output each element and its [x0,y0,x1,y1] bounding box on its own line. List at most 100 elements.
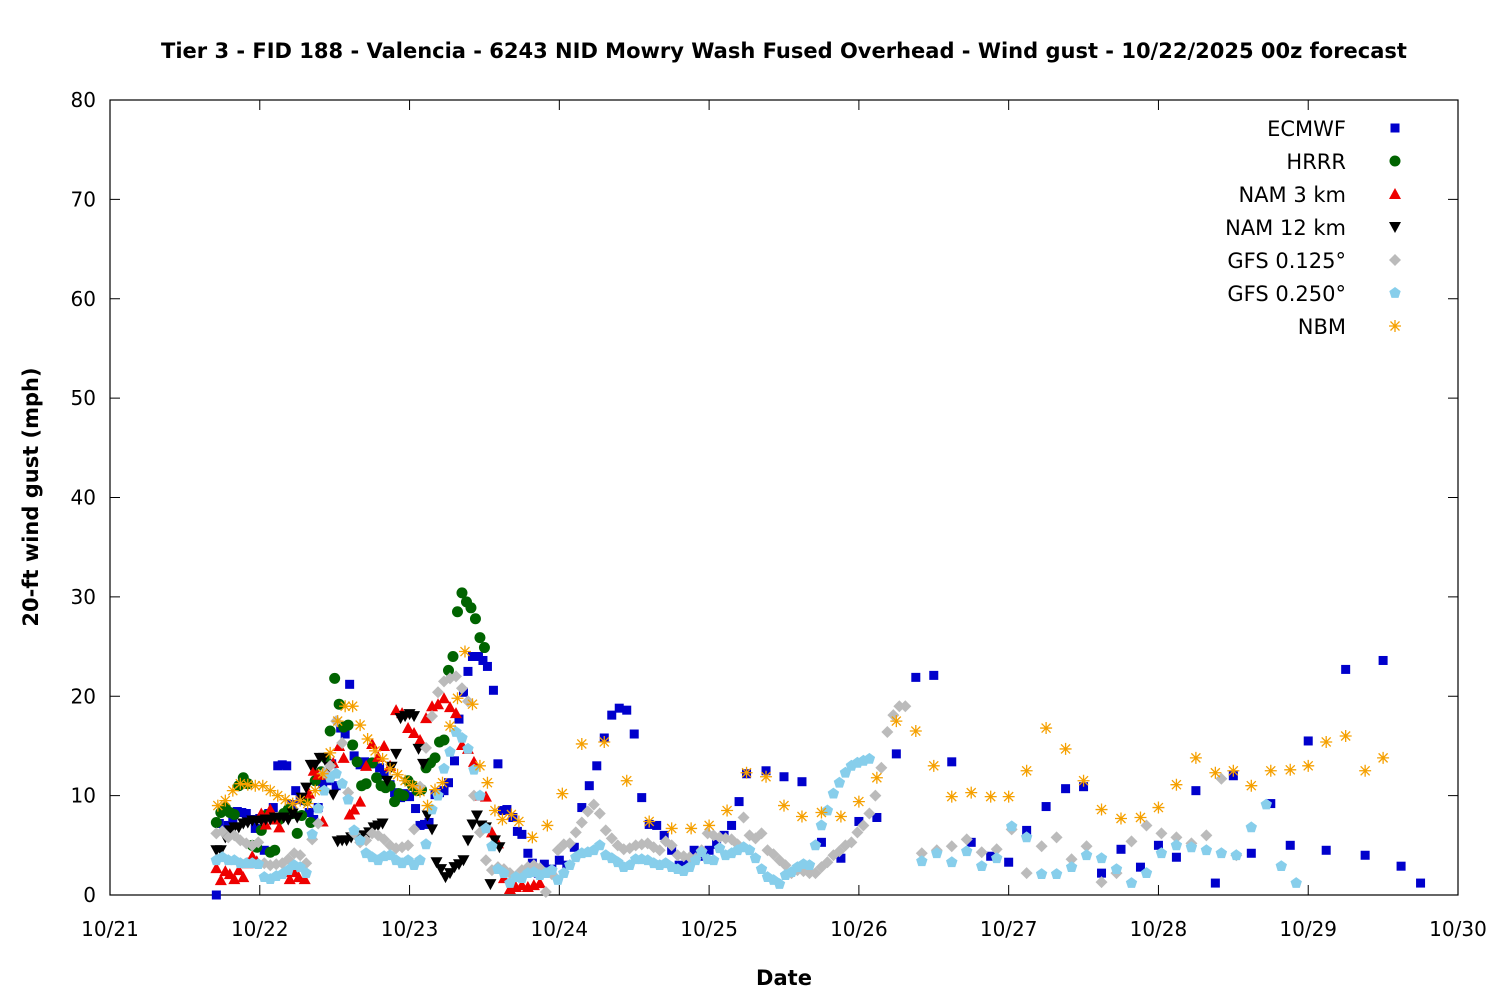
series-nbm [211,645,1390,844]
data-point-nam-3-km [378,739,391,751]
data-point-gfs-0-125 [857,819,870,832]
data-point-ecmwf [523,848,533,858]
data-point-ecmwf [569,842,579,852]
data-point-nbm [1320,735,1333,748]
data-point-gfs-0-125 [426,710,439,723]
data-point-hrrr [451,606,463,618]
data-point-gfs-0-250 [931,847,943,859]
data-point-gfs-0-250 [946,856,958,868]
data-point-nam-12-km [435,864,448,876]
legend-marker-ecmwf [1390,123,1400,133]
data-point-nbm [219,794,232,807]
data-point-nbm [346,700,359,713]
data-point-nbm [421,799,434,812]
data-point-nam-12-km [291,812,304,824]
data-point-gfs-0-125 [945,840,958,853]
data-point-ecmwf [607,710,617,720]
data-point-nam-3-km [408,727,421,739]
data-point-hrrr [347,739,359,751]
data-point-gfs-0-250 [809,839,822,851]
data-point-ecmwf [682,856,692,866]
data-point-nbm [740,766,753,779]
data-point-nbm [1227,764,1240,777]
data-point-ecmwf [340,729,350,739]
data-point-gfs-0-125 [312,817,325,830]
data-point-nam-3-km [402,722,415,734]
data-point-gfs-0-250 [833,776,846,788]
data-point-hrrr [442,664,454,676]
data-point-ecmwf [659,830,669,840]
legend-label-nam-12-km: NAM 12 km [1225,216,1346,240]
data-point-nbm [1134,811,1147,824]
data-point-gfs-0-250 [426,803,438,815]
data-point-ecmwf [375,763,385,773]
data-point-gfs-0-125 [1140,819,1153,832]
data-point-gfs-0-125 [1020,867,1033,880]
data-point-ecmwf [734,797,744,807]
data-point-nam-12-km [461,835,474,847]
data-point-nbm [488,804,501,817]
data-point-nbm [451,692,464,705]
data-point-ecmwf [1153,840,1163,850]
data-point-ecmwf [345,679,355,689]
legend-marker-nam-3-km [1389,188,1401,199]
data-point-gfs-0-125 [851,826,864,839]
data-point-ecmwf [554,855,564,865]
data-point-gfs-0-125 [581,805,594,818]
data-point-ecmwf [250,823,260,833]
data-point-ecmwf [331,781,341,791]
y-axis: 0 10 20 30 40 50 60 70 80 [71,88,1458,907]
data-point-gfs-0-250 [480,822,492,834]
legend-marker-nbm [1389,320,1401,332]
data-point-nbm [406,779,419,792]
data-point-gfs-0-125 [1155,827,1168,840]
data-point-gfs-0-250 [916,855,928,867]
data-point-gfs-0-125 [605,832,618,845]
data-point-ecmwf [508,812,518,822]
y-tick-label: 80 [71,88,96,112]
data-point-nam-12-km [376,818,389,830]
data-point-nbm [211,799,224,812]
y-tick-label: 70 [71,187,96,211]
data-point-nbm [1002,790,1015,803]
data-point-gfs-0-250 [1050,868,1063,879]
data-point-ecmwf [854,816,864,826]
data-point-nam-12-km [426,824,439,836]
data-point-ecmwf [291,786,301,796]
data-point-hrrr [360,778,372,790]
data-point-hrrr [469,613,481,625]
data-point-nbm [721,804,734,817]
legend-label-hrrr: HRRR [1286,150,1346,174]
data-point-nam-3-km [420,712,433,724]
data-point-nbm [376,752,389,765]
data-point-gfs-0-250 [300,867,312,878]
data-point-gfs-0-250 [342,793,354,805]
data-point-hrrr [398,790,410,802]
data-point-nam-3-km [432,698,445,710]
data-point-nam-12-km [488,835,501,847]
data-point-ecmwf [584,781,594,791]
data-point-gfs-0-125 [1035,840,1048,853]
data-point-ecmwf [1303,736,1313,746]
data-point-gfs-0-250 [414,854,426,866]
data-point-nam-12-km [443,868,456,880]
data-point-gfs-0-125 [665,839,678,852]
data-point-nam-3-km [533,877,546,889]
data-series [210,587,1426,900]
data-point-gfs-0-125 [252,836,265,849]
data-point-ecmwf [1097,868,1107,878]
data-point-nbm [436,776,449,789]
data-point-nam-12-km [417,758,430,770]
data-point-nam-3-km [237,871,250,883]
x-tick-label: 10/25 [680,917,738,941]
data-point-nbm [541,819,554,832]
data-point-nbm [458,645,471,658]
data-point-gfs-0-250 [827,787,840,799]
data-point-nbm [271,789,284,802]
data-point-gfs-0-125 [1200,829,1213,842]
data-point-gfs-0-125 [294,849,307,862]
data-point-nbm [834,810,847,823]
data-point-nbm [815,806,828,819]
data-point-gfs-0-250 [1095,852,1108,864]
